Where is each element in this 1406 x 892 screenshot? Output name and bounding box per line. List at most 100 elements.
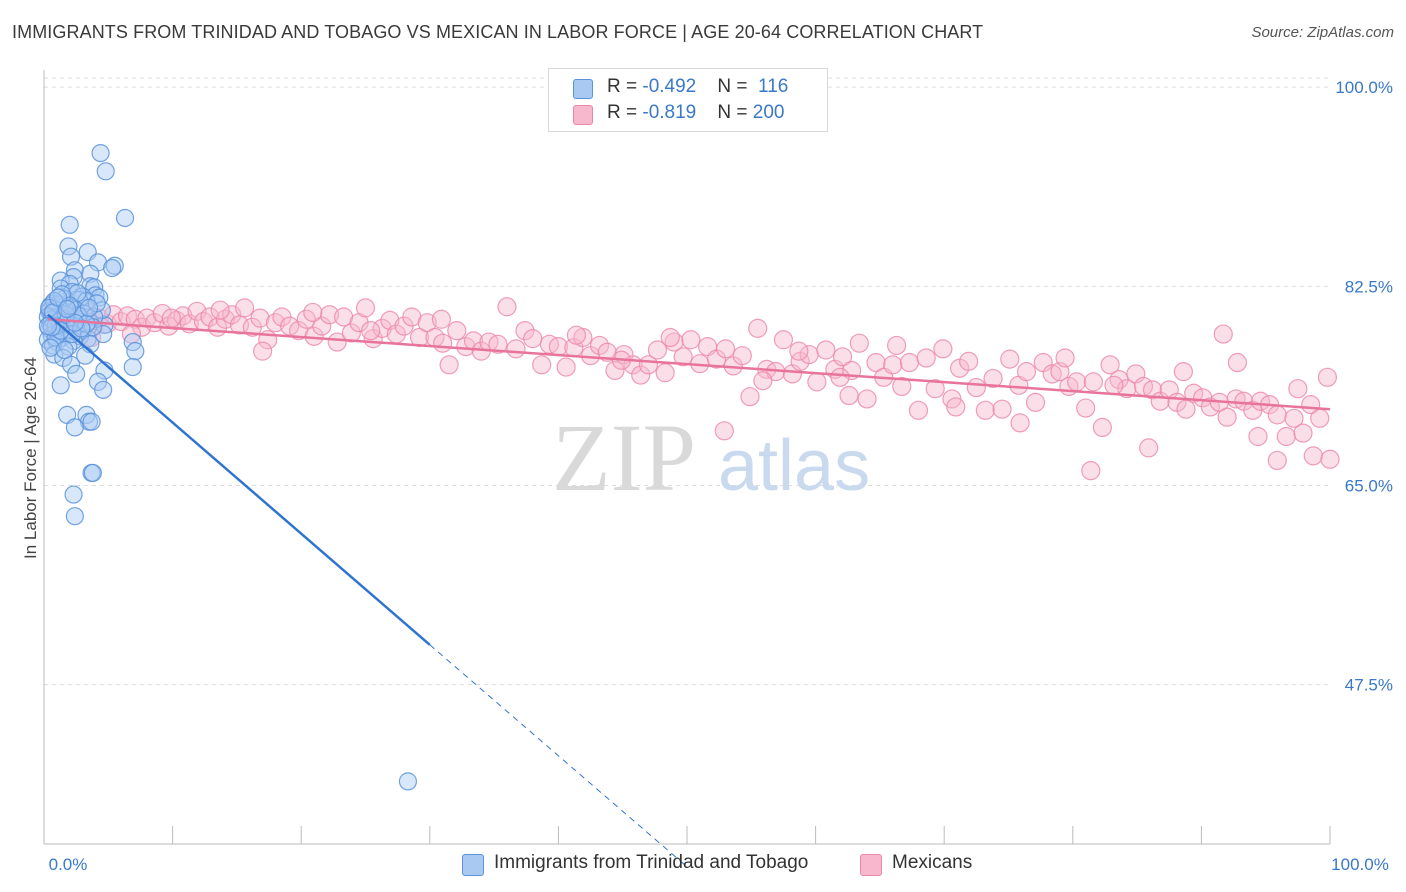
mexicans-point bbox=[589, 335, 610, 356]
legend-r-value: -0.819 bbox=[642, 102, 697, 123]
bottom-legend-swatch-trinidad bbox=[462, 854, 484, 876]
mexicans-point bbox=[417, 313, 437, 333]
trinidad-point bbox=[123, 357, 142, 377]
legend-r-label: R = bbox=[607, 76, 643, 97]
mexicans-point bbox=[1100, 355, 1120, 375]
trinidad-point bbox=[79, 298, 99, 317]
trinidad-point bbox=[55, 340, 74, 360]
mexicans-point bbox=[673, 347, 693, 367]
mexicans-point bbox=[833, 347, 853, 367]
mexicans-point bbox=[235, 298, 255, 318]
mexicans-point bbox=[714, 421, 734, 441]
mexicans-point bbox=[327, 332, 347, 352]
mexicans-point bbox=[631, 365, 651, 385]
mexicans-point bbox=[807, 372, 827, 392]
mexicans-point bbox=[1227, 352, 1248, 373]
mexicans-point bbox=[1083, 372, 1103, 392]
mexicans-point bbox=[892, 376, 912, 397]
mexicans-point bbox=[1317, 367, 1338, 387]
mexicans-point bbox=[1184, 383, 1204, 403]
mexicans-point bbox=[532, 355, 552, 375]
mexicans-trend-line bbox=[47, 318, 1331, 411]
mexicans-point bbox=[748, 318, 768, 338]
legend-r-label: R = bbox=[607, 102, 643, 123]
mexicans-point bbox=[1248, 426, 1268, 447]
mexicans-point bbox=[319, 305, 340, 325]
mexicans-point bbox=[1200, 397, 1221, 417]
trinidad-point bbox=[94, 380, 113, 399]
trinidad-point bbox=[103, 258, 122, 278]
mexicans-point bbox=[715, 339, 736, 359]
mexicans-point bbox=[1173, 362, 1193, 382]
mexicans-point bbox=[1139, 438, 1159, 458]
mexicans-point bbox=[1284, 408, 1304, 428]
mexicans-point bbox=[1303, 446, 1323, 466]
bottom-legend-label-mexicans: Mexicans bbox=[892, 852, 973, 873]
mexicans-point bbox=[933, 339, 953, 359]
mexicans-point bbox=[1042, 364, 1062, 384]
mexicans-point bbox=[647, 340, 668, 360]
mexicans-point bbox=[1217, 407, 1237, 427]
x-tick-label: 0.0% bbox=[49, 855, 88, 874]
bottom-legend-swatch-mexicans bbox=[860, 854, 882, 876]
trinidad-point bbox=[58, 299, 77, 319]
trinidad-trend-extension bbox=[429, 644, 688, 868]
mexicans-point bbox=[1067, 372, 1087, 392]
mexicans-point bbox=[887, 335, 907, 356]
mexicans-point bbox=[959, 351, 979, 371]
mexicans-point bbox=[361, 321, 381, 341]
mexicans-point bbox=[857, 389, 877, 409]
watermark-zip: ZIP bbox=[552, 404, 696, 511]
mexicans-point bbox=[849, 333, 869, 353]
mexicans-point bbox=[1288, 379, 1308, 399]
mexicans-point bbox=[210, 300, 230, 320]
mexicans-point bbox=[681, 330, 701, 350]
legend-n-value: 200 bbox=[752, 102, 785, 123]
mexicans-point bbox=[439, 355, 459, 375]
mexicans-point bbox=[1142, 380, 1163, 400]
mexicans-point bbox=[789, 341, 809, 361]
y-axis-label: In Labor Force | Age 20-64 bbox=[21, 357, 40, 559]
mexicans-point bbox=[506, 339, 526, 359]
mexicans-point bbox=[556, 357, 576, 377]
mexicans-point bbox=[1276, 426, 1296, 447]
mexicans-point bbox=[1293, 423, 1313, 443]
mexicans-point bbox=[303, 302, 323, 323]
watermark-atlas: atlas bbox=[718, 426, 870, 506]
mexicans-point bbox=[1310, 408, 1330, 428]
trinidad-point bbox=[398, 772, 418, 791]
mexicans-point bbox=[250, 308, 270, 328]
mexicans-point bbox=[773, 330, 794, 350]
mexicans-point bbox=[992, 399, 1012, 419]
mexicans-point bbox=[740, 387, 760, 407]
bottom-legend-label-trinidad: Immigrants from Trinidad and Tobago bbox=[494, 852, 809, 873]
legend-swatch-mexicans bbox=[573, 105, 593, 125]
legend-n-label: N = bbox=[717, 102, 753, 123]
legend-swatch-trinidad bbox=[573, 79, 593, 99]
mexicans-point bbox=[830, 367, 850, 387]
mexicans-point bbox=[916, 348, 936, 368]
mexicans-point bbox=[883, 355, 903, 375]
y-tick-label: 47.5% bbox=[1345, 676, 1393, 695]
mexicans-point bbox=[866, 352, 886, 373]
mexicans-point bbox=[341, 323, 361, 343]
trinidad-point bbox=[82, 412, 101, 431]
stats-legend: R = -0.492 N = 116 R = -0.819 N = 200 bbox=[548, 68, 828, 132]
trend-lines bbox=[47, 313, 1331, 868]
mexicans-point bbox=[1000, 349, 1020, 369]
mexicans-point bbox=[312, 316, 332, 336]
trinidad-point bbox=[41, 338, 60, 357]
mexicans-point bbox=[566, 325, 587, 345]
mexicans-point bbox=[1081, 461, 1101, 481]
mexicans-point bbox=[161, 308, 181, 328]
mexicans-point bbox=[1213, 324, 1233, 344]
mexicans-point bbox=[173, 306, 193, 326]
trinidad-point bbox=[64, 485, 83, 504]
trinidad-point bbox=[51, 376, 70, 395]
mexicans-point bbox=[447, 321, 467, 341]
mexicans-point bbox=[1176, 399, 1196, 419]
trinidad-point bbox=[91, 143, 110, 163]
mexicans-point bbox=[515, 321, 535, 341]
mexicans-point bbox=[372, 318, 392, 338]
